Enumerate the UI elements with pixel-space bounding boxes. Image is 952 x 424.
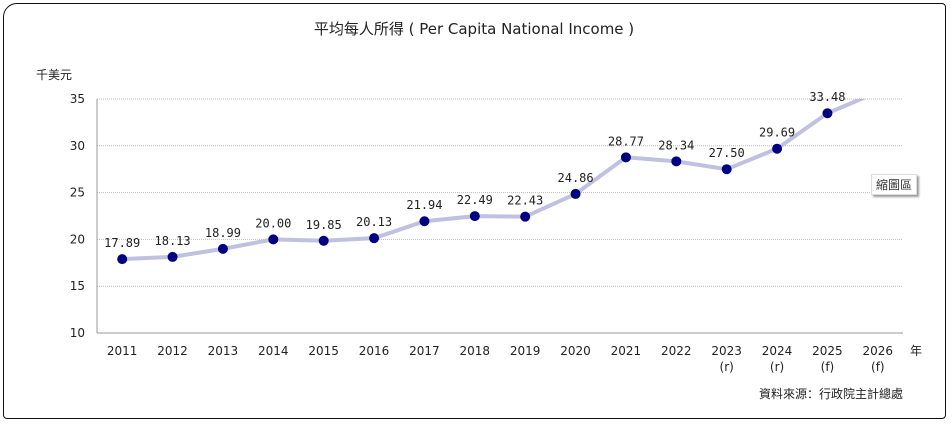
- data-point[interactable]: [620, 152, 631, 163]
- x-tick-label: 2014: [258, 344, 289, 358]
- x-tick-label: 2013: [208, 344, 239, 358]
- data-point[interactable]: [721, 164, 732, 175]
- data-label: 20.00: [255, 216, 291, 230]
- data-point[interactable]: [822, 108, 833, 119]
- data-point[interactable]: [167, 251, 178, 262]
- data-label: 28.34: [658, 138, 694, 152]
- y-axis-label: 千美元: [36, 68, 72, 82]
- x-tick-note: (f): [871, 360, 885, 374]
- y-tick-label: 15: [70, 279, 85, 293]
- x-tick-label: 2015: [308, 344, 339, 358]
- data-point[interactable]: [268, 234, 279, 245]
- data-label: 33.48: [809, 90, 845, 104]
- data-label: 24.86: [558, 171, 594, 185]
- data-label: 28.77: [608, 134, 644, 148]
- x-tick-label: 2012: [157, 344, 188, 358]
- data-label: 22.43: [507, 194, 543, 208]
- data-label: 18.99: [205, 226, 241, 240]
- data-label: 27.50: [709, 146, 745, 160]
- x-tick-label: 2021: [611, 344, 642, 358]
- data-point[interactable]: [671, 156, 682, 167]
- data-point[interactable]: [520, 211, 531, 222]
- x-tick-label: 2019: [510, 344, 541, 358]
- x-tick-note: (r): [770, 360, 784, 374]
- data-point[interactable]: [217, 243, 228, 254]
- x-tick-label: 2024: [762, 344, 793, 358]
- x-tick-label: 2022: [661, 344, 692, 358]
- x-tick-label: 2025: [812, 344, 843, 358]
- x-tick-label: 2020: [560, 344, 591, 358]
- data-label: 19.85: [306, 218, 342, 232]
- zoom-button[interactable]: 縮圖區: [871, 174, 918, 195]
- x-tick-label: 2026: [863, 344, 894, 358]
- data-label: 18.13: [155, 234, 191, 248]
- chart-title: 平均每人所得 ( Per Capita National Income ): [314, 20, 634, 38]
- x-tick-label: 2016: [359, 344, 390, 358]
- y-tick-label: 20: [70, 232, 85, 246]
- data-label: 20.13: [356, 215, 392, 229]
- data-label: 21.94: [406, 198, 442, 212]
- data-label: 29.69: [759, 126, 795, 140]
- data-label: 17.89: [104, 236, 140, 250]
- y-tick-label: 30: [70, 139, 85, 153]
- x-tick-note: (f): [821, 360, 835, 374]
- y-tick-label: 35: [70, 92, 85, 106]
- x-tick-label: 2018: [460, 344, 491, 358]
- x-tick-label: 2011: [107, 344, 138, 358]
- data-point[interactable]: [772, 143, 783, 154]
- data-point[interactable]: [419, 216, 430, 227]
- chart-card: [3, 3, 946, 419]
- y-tick-label: 10: [70, 326, 85, 340]
- data-label: 22.49: [457, 193, 493, 207]
- data-point[interactable]: [369, 233, 380, 244]
- x-tick-label: 2023: [711, 344, 742, 358]
- y-tick-label: 25: [70, 186, 85, 200]
- data-point[interactable]: [469, 211, 480, 222]
- data-point[interactable]: [570, 188, 581, 199]
- series-line: [122, 99, 867, 262]
- data-point[interactable]: [117, 254, 128, 265]
- x-tick-label: 2017: [409, 344, 440, 358]
- x-tick-note: (r): [720, 360, 734, 374]
- source-note: 資料來源：行政院主計總處: [759, 386, 903, 401]
- x-axis-label: 年: [910, 344, 922, 358]
- data-point[interactable]: [318, 235, 329, 246]
